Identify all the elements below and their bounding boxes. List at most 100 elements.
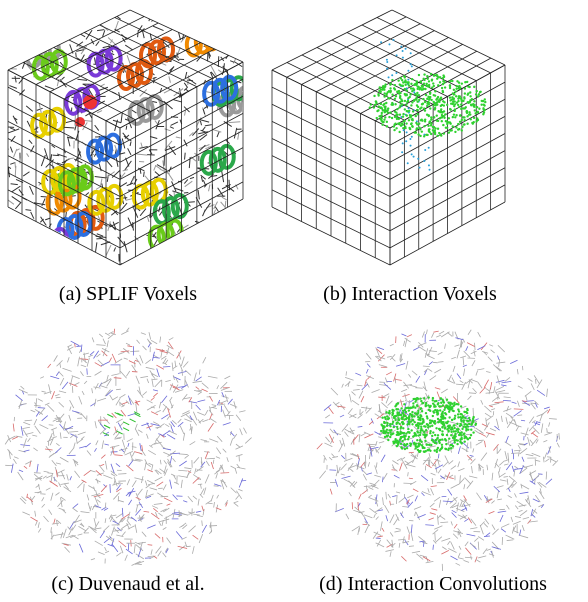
bond	[229, 122, 241, 123]
interaction-point	[383, 118, 385, 120]
bond	[220, 473, 229, 474]
interaction-point	[415, 115, 417, 117]
bond	[173, 100, 182, 102]
bond	[525, 428, 528, 437]
interaction-point	[386, 125, 388, 127]
bond	[42, 504, 45, 507]
bond	[355, 373, 361, 375]
bond	[92, 388, 93, 393]
interaction-point	[419, 128, 421, 130]
dot	[403, 129, 405, 131]
bond	[338, 467, 340, 473]
bond	[95, 421, 96, 428]
bond	[478, 536, 484, 540]
interaction-point	[386, 121, 388, 123]
bond	[433, 530, 439, 535]
bond	[505, 377, 510, 381]
bond	[511, 517, 513, 522]
bond	[193, 477, 199, 483]
bond	[36, 411, 39, 416]
bond	[431, 473, 436, 475]
interaction-point	[385, 94, 387, 96]
bond	[498, 449, 501, 453]
interaction-point	[478, 108, 480, 110]
bond	[361, 433, 366, 436]
bond	[431, 509, 437, 511]
bond	[59, 482, 61, 487]
bond	[447, 541, 449, 545]
bond	[536, 460, 540, 461]
interaction-point	[399, 95, 401, 97]
interaction-point	[457, 97, 459, 99]
bond	[494, 426, 499, 430]
interaction-point	[410, 429, 412, 431]
interaction-point	[463, 423, 465, 425]
interaction-point	[426, 417, 428, 419]
bond	[126, 465, 133, 471]
interaction-point	[394, 122, 396, 124]
interaction-point	[421, 410, 423, 412]
interaction-point	[433, 131, 435, 133]
bond	[80, 359, 88, 360]
bond	[103, 46, 110, 48]
bond	[451, 466, 456, 470]
bond	[9, 247, 12, 256]
bond	[99, 334, 103, 337]
bond	[224, 10, 229, 15]
bond	[43, 258, 44, 264]
interaction-point	[448, 416, 450, 418]
bond	[191, 16, 199, 18]
bond	[221, 396, 228, 398]
bond	[235, 29, 237, 36]
bond	[416, 554, 423, 560]
highlight	[104, 425, 110, 428]
bond	[426, 464, 432, 468]
bond	[215, 243, 221, 245]
bond	[21, 404, 27, 405]
bond	[207, 229, 213, 232]
interaction-point	[424, 440, 426, 442]
interaction-point	[413, 415, 415, 417]
bond	[374, 475, 381, 477]
interaction-point	[409, 93, 411, 95]
interaction-point	[484, 101, 486, 103]
bond	[477, 369, 484, 370]
interaction-point	[441, 111, 443, 113]
bond	[496, 362, 505, 363]
interaction-point	[415, 131, 417, 133]
bond	[90, 470, 96, 472]
bond	[192, 129, 198, 136]
interaction-point	[398, 414, 400, 416]
dot	[388, 76, 390, 78]
bond	[199, 369, 200, 374]
bond	[6, 199, 14, 205]
bond	[12, 186, 21, 192]
bond	[515, 516, 521, 517]
bond	[496, 380, 505, 382]
interaction-point	[397, 443, 399, 445]
bond	[47, 30, 48, 39]
bond	[359, 434, 360, 442]
bond	[167, 171, 173, 181]
bond	[1, 156, 8, 165]
bond	[416, 512, 420, 520]
interaction-point	[381, 107, 383, 109]
bond	[184, 25, 189, 29]
bond	[186, 546, 191, 547]
bond	[168, 251, 176, 254]
bond	[62, 77, 65, 80]
interaction-point	[388, 410, 390, 412]
bond	[199, 534, 203, 543]
dot	[409, 138, 411, 140]
bond	[171, 122, 178, 125]
bond	[124, 241, 127, 252]
bond	[114, 455, 122, 456]
bond	[163, 553, 167, 557]
interaction-point	[394, 405, 396, 407]
bond	[72, 520, 81, 524]
bond	[445, 456, 449, 464]
bond	[489, 345, 493, 347]
interaction-point	[405, 122, 407, 124]
bond	[339, 443, 344, 452]
bond	[230, 61, 234, 63]
